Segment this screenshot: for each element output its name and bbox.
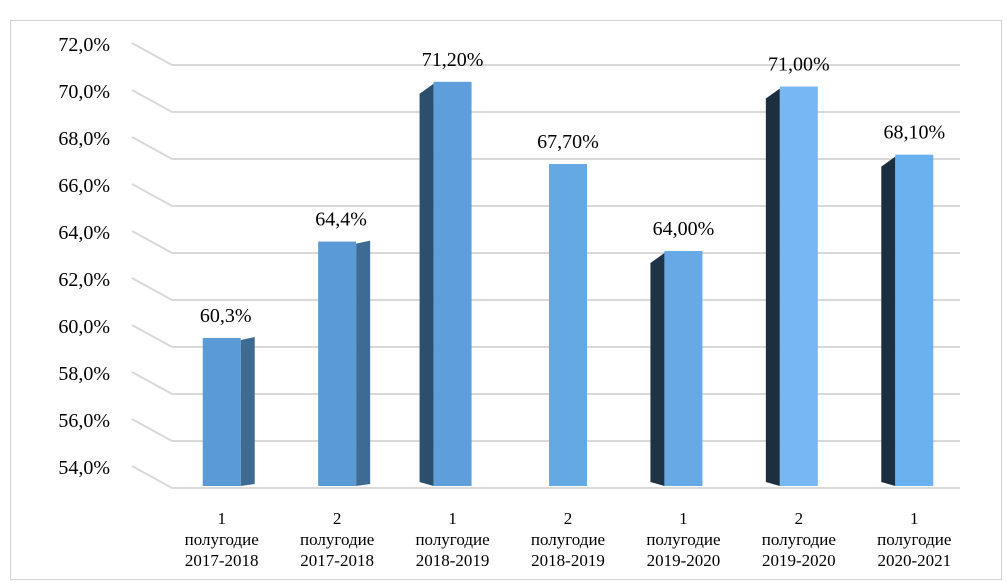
gridlines bbox=[131, 42, 960, 489]
x-category-label-line: 2017-2018 bbox=[300, 551, 374, 570]
data-label: 68,10% bbox=[883, 122, 945, 144]
x-category-label-line: полугодие bbox=[300, 530, 374, 549]
x-category-label-line: 2018-2019 bbox=[416, 551, 490, 570]
bar-front-face bbox=[202, 337, 241, 486]
gridline bbox=[131, 277, 960, 301]
x-category-label-line: 2 bbox=[564, 509, 573, 528]
bar-side-face bbox=[881, 156, 896, 486]
data-labels: 60,3% 64,4% 71,20% 67,70% 64,00% 71,00% 68,10% bbox=[200, 49, 945, 327]
x-category-label-line: 2017-2018 bbox=[185, 551, 259, 570]
x-category-label-line: полугодие bbox=[185, 530, 259, 549]
data-label: 71,20% bbox=[422, 49, 484, 71]
bar-front-face bbox=[779, 86, 818, 486]
x-category-label-line: полугодие bbox=[646, 530, 720, 549]
x-category-label: 1 полугодие 2019-2020 bbox=[646, 509, 720, 570]
y-tick-label: 60,0% bbox=[58, 316, 110, 338]
gridline bbox=[131, 42, 960, 66]
x-category-label-line: 1 bbox=[217, 509, 226, 528]
gridline bbox=[131, 418, 960, 442]
y-tick-label: 70,0% bbox=[58, 81, 110, 103]
bar-side-face bbox=[356, 240, 371, 486]
x-category-label-line: 2 bbox=[333, 509, 342, 528]
x-category-label-line: полугодие bbox=[415, 530, 489, 549]
data-label: 64,00% bbox=[653, 218, 715, 240]
bar-side-face bbox=[650, 253, 665, 486]
gridline bbox=[131, 89, 960, 113]
x-category-label: 2 полугодие 2018-2019 bbox=[531, 509, 605, 570]
y-tick-label: 64,0% bbox=[58, 222, 110, 244]
x-category-label: 1 полугодие 2018-2019 bbox=[415, 509, 489, 570]
gridline bbox=[131, 136, 960, 160]
x-category-label-line: 2019-2020 bbox=[647, 551, 721, 570]
x-category-label: 2 полугодие 2019-2020 bbox=[762, 509, 836, 570]
x-category-label-line: 2 bbox=[795, 509, 804, 528]
bar-front-face bbox=[433, 81, 472, 487]
bars bbox=[202, 81, 934, 487]
data-label: 71,00% bbox=[768, 54, 830, 76]
bar-front-face bbox=[318, 241, 357, 486]
y-tick-label: 66,0% bbox=[58, 175, 110, 197]
y-tick-label: 56,0% bbox=[58, 410, 110, 432]
gridline bbox=[131, 324, 960, 348]
bar bbox=[881, 154, 934, 486]
gridline bbox=[131, 230, 960, 254]
bar bbox=[202, 336, 255, 486]
y-tick-label: 58,0% bbox=[58, 363, 110, 385]
y-tick-label: 54,0% bbox=[58, 457, 110, 479]
y-tick-label: 72,0% bbox=[58, 34, 110, 56]
x-category-label-line: полугодие bbox=[762, 530, 836, 549]
bar-front-face bbox=[549, 164, 587, 487]
data-label: 60,3% bbox=[200, 305, 252, 327]
x-category-label-line: 2020-2021 bbox=[877, 551, 951, 570]
x-category-label-line: 2018-2019 bbox=[531, 551, 605, 570]
x-category-label-line: полугодие bbox=[877, 530, 951, 549]
y-tick-label: 62,0% bbox=[58, 269, 110, 291]
bar bbox=[650, 251, 703, 486]
bar-side-face bbox=[419, 83, 434, 487]
x-category-label: 1 полугодие 2020-2021 bbox=[877, 509, 951, 570]
bar-front-face bbox=[664, 251, 703, 486]
x-category-label-line: полугодие bbox=[531, 530, 605, 549]
x-axis-category-labels: 1 полугодие 2017-2018 2 полугодие 2017-2018 1 п… bbox=[185, 509, 952, 570]
bar bbox=[549, 164, 587, 487]
y-tick-label: 68,0% bbox=[58, 128, 110, 150]
gridline bbox=[131, 371, 960, 395]
bar-side-face bbox=[765, 88, 780, 486]
bar bbox=[318, 240, 371, 486]
x-category-label-line: 1 bbox=[679, 509, 688, 528]
data-label: 64,4% bbox=[315, 209, 367, 231]
y-axis-tick-labels: 54,0% 56,0% 58,0% 60,0% 62,0% 64,0% 66,0% 68,0%… bbox=[58, 34, 110, 479]
bar bbox=[419, 81, 472, 487]
x-category-label-line: 2019-2020 bbox=[762, 551, 836, 570]
bar-side-face bbox=[240, 336, 255, 486]
x-category-label-line: 1 bbox=[910, 509, 919, 528]
bar-front-face bbox=[895, 154, 934, 486]
x-category-label-line: 1 bbox=[448, 509, 457, 528]
gridline bbox=[131, 183, 960, 207]
x-category-label: 2 полугодие 2017-2018 bbox=[300, 509, 374, 570]
bar bbox=[765, 86, 818, 486]
x-category-label: 1 полугодие 2017-2018 bbox=[185, 509, 259, 570]
data-label: 67,70% bbox=[537, 131, 599, 153]
gridline bbox=[131, 465, 960, 489]
